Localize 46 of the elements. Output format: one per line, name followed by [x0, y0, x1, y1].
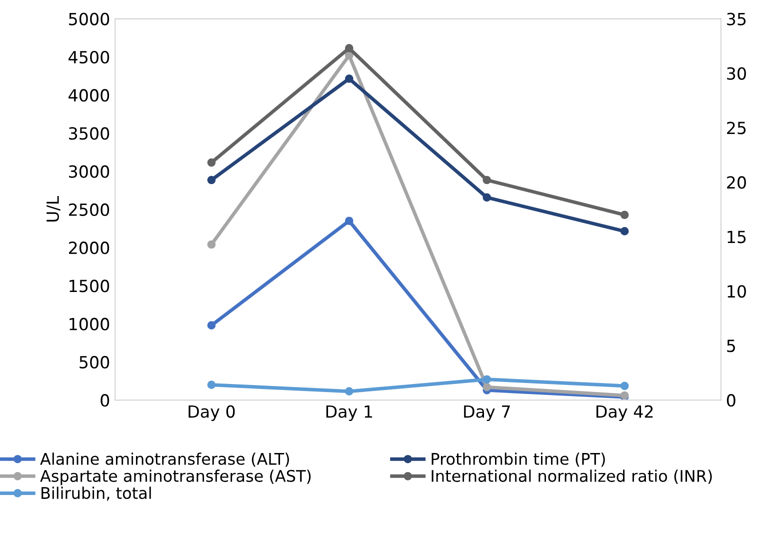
y-tick-label: 1500	[70, 280, 110, 292]
point	[207, 321, 216, 330]
point	[620, 382, 629, 390]
point	[207, 158, 216, 167]
y-tick-label: 1000	[70, 318, 110, 330]
y2-tick-label: 25	[727, 122, 746, 134]
y-tick-label: 2500	[68, 203, 110, 216]
point	[482, 176, 492, 184]
legend-label: Alanine aminotransferase (ALT)	[40, 452, 289, 467]
y-tick-label: 4500	[68, 50, 110, 64]
x-tick-label: Day 1	[326, 405, 372, 422]
y-tick-label: 4000	[68, 89, 110, 102]
point	[344, 387, 354, 396]
y2-tick-label: 35	[727, 12, 746, 26]
point	[207, 380, 216, 389]
y2-tick-label: 0	[726, 394, 736, 407]
point	[344, 51, 354, 60]
x-tick-label: Day 7	[464, 405, 510, 422]
y-tick-label: 3000	[69, 165, 110, 178]
point	[482, 382, 492, 392]
point	[344, 44, 354, 52]
x-tick-label: Day 0	[188, 405, 235, 422]
y-tick-label: 500	[80, 356, 110, 369]
legend-label: Aspartate aminotransferase (AST)	[40, 470, 311, 486]
y-tick-label: 3500	[69, 127, 110, 140]
point	[482, 375, 492, 384]
legend-label: Bilirubin, total	[42, 486, 151, 501]
y-tick-label: 2000	[68, 242, 110, 254]
y2-tick-label: 10	[728, 285, 746, 298]
y-tick-label: 0	[100, 394, 110, 407]
point	[620, 227, 629, 236]
point	[344, 74, 354, 83]
y2-tick-label: 5	[727, 340, 735, 352]
point	[207, 176, 216, 184]
legend-label: Prothrombin time (PT)	[432, 452, 605, 467]
legend-label: International normalized ratio (INR)	[432, 470, 712, 484]
x-tick-label: Day 42	[596, 405, 653, 422]
y-axis-title: U/L	[46, 196, 60, 222]
point	[344, 216, 354, 226]
y2-tick-label: 30	[727, 67, 746, 80]
y2-tick-label: 20	[727, 176, 746, 189]
point	[482, 193, 492, 202]
y2-tick-label: 15	[728, 230, 746, 244]
point	[207, 240, 216, 249]
y-tick-label: 5000	[69, 12, 110, 26]
point	[620, 210, 629, 220]
